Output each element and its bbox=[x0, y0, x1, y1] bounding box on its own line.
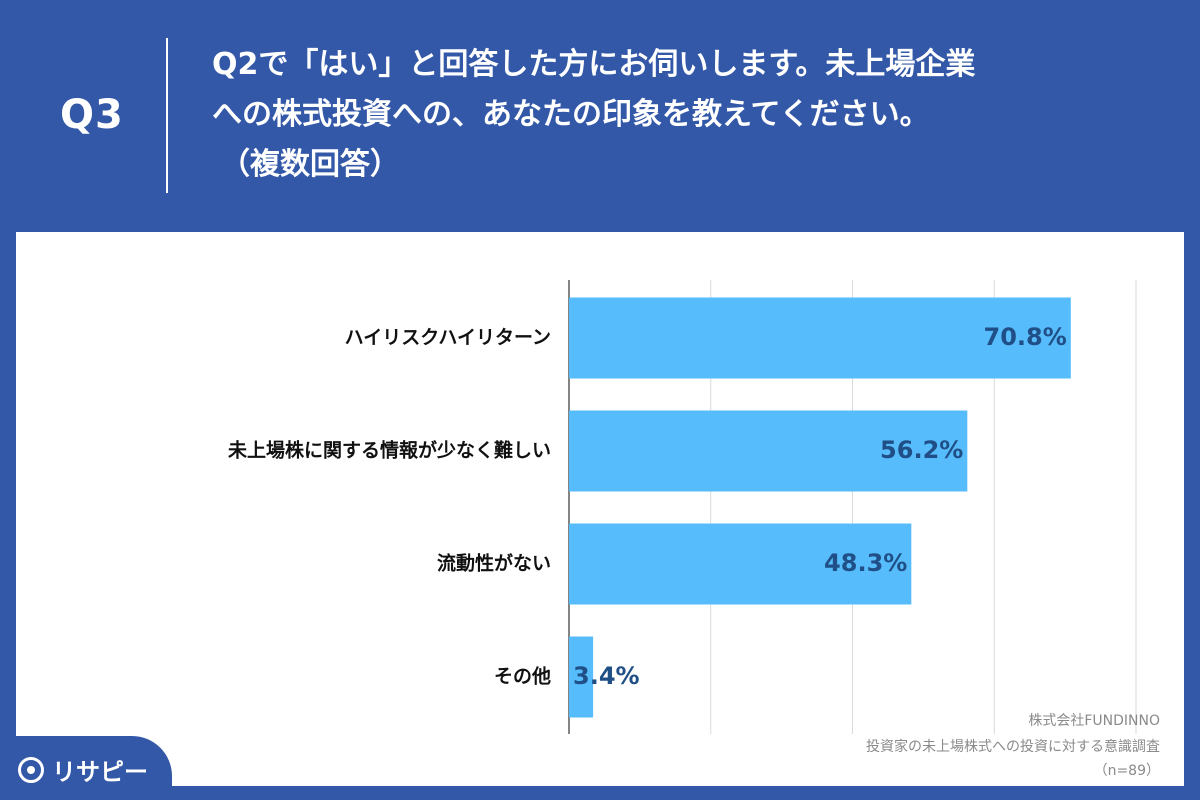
bar bbox=[569, 636, 594, 718]
bar bbox=[569, 523, 912, 605]
source-sample-size: （n=89） bbox=[1093, 763, 1160, 779]
category-label: その他 bbox=[494, 665, 551, 688]
header: Q3 Q2で「はい」と回答した方にお伺いします。未上場企業 への株式投資への、あ… bbox=[0, 0, 1200, 232]
category-label: 流動性がない bbox=[437, 552, 551, 575]
bar bbox=[569, 410, 968, 492]
data-label: 3.4% bbox=[573, 662, 640, 690]
brand-logo-text: リサピー bbox=[52, 758, 148, 786]
category-label: 未上場株に関する情報が少なく難しい bbox=[227, 439, 551, 462]
question-text: Q2で「はい」と回答した方にお伺いします。未上場企業 への株式投資への、あなたの… bbox=[212, 40, 1172, 190]
source-company: 株式会社FUNDINNO bbox=[1028, 713, 1160, 729]
data-label: 70.8% bbox=[984, 323, 1067, 351]
source-survey: 投資家の未上場株式への投資に対する意識調査 bbox=[866, 739, 1160, 755]
data-label: 56.2% bbox=[880, 436, 963, 464]
header-divider bbox=[166, 38, 168, 193]
question-line-1: Q2で「はい」と回答した方にお伺いします。未上場企業 bbox=[212, 47, 976, 82]
question-line-2: への株式投資への、あなたの印象を教えてください。 bbox=[212, 97, 930, 132]
pin-icon bbox=[18, 756, 44, 783]
question-line-3: （複数回答） bbox=[220, 147, 400, 182]
bar bbox=[569, 297, 1071, 379]
chart-card: ハイリスクハイリターン 70.8% 未上場株に関する情報が少なく難しい 56.2% 流動… bbox=[16, 232, 1184, 786]
data-label: 48.3% bbox=[824, 549, 907, 577]
bar-chart: ハイリスクハイリターン 70.8% 未上場株に関する情報が少なく難しい 56.2% 流動… bbox=[227, 280, 1137, 734]
question-number: Q3 bbox=[60, 92, 124, 138]
brand-logo: リサピー bbox=[18, 752, 148, 787]
category-label: ハイリスクハイリターン bbox=[345, 327, 551, 349]
